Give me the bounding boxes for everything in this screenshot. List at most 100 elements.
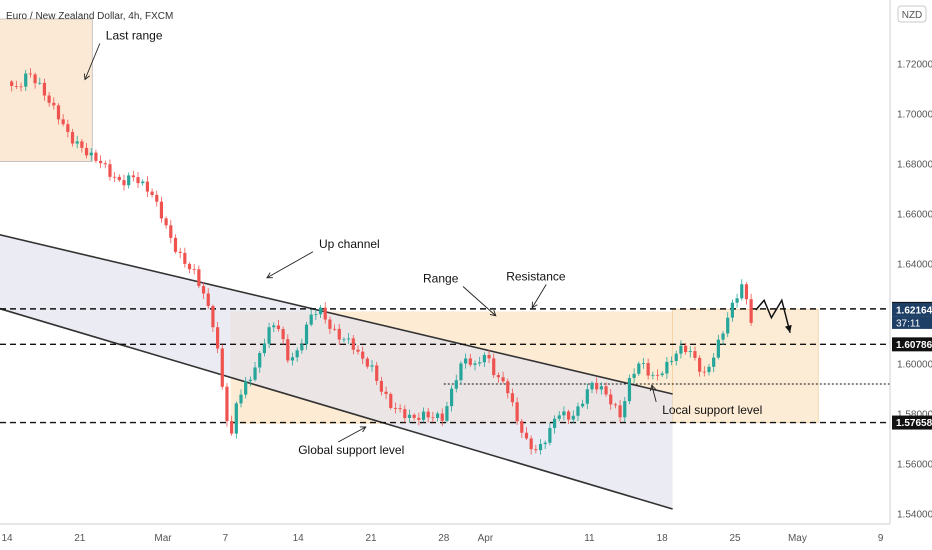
candle-body [216,327,220,349]
levels-layer [0,308,890,424]
candle-body [281,329,285,340]
candle-body [595,382,599,390]
resistance-range-zone [672,308,819,423]
candle-body [567,411,571,420]
candle-body [431,417,435,419]
candle-body [342,339,346,341]
candle-body [197,269,201,287]
candle-body [435,413,440,418]
channel-lower-line [0,307,673,510]
candle-body [529,438,533,450]
candle-body [669,360,674,362]
candle-body [440,413,444,421]
channel-upper-line [0,233,673,395]
candle-body [304,324,309,345]
candle-body [300,344,304,351]
candle-body [632,373,636,378]
candle-body [609,394,613,405]
x-tick-label: 28 [438,533,450,544]
candle-body [113,176,117,178]
candle-body [375,365,379,381]
projection-arrow-head [784,324,792,333]
x-tick-label: 14 [1,533,13,544]
candle-body [272,325,276,328]
candle-body [482,354,486,363]
candle-body [688,351,692,353]
annotation-arrow-3 [531,284,547,308]
y-tick-label: 1.72000 [897,60,932,71]
candle-body [421,411,426,420]
candle-body [379,380,383,392]
candle-body [510,393,515,403]
candle-body [187,263,192,270]
x-tick-label: 18 [657,533,669,544]
candle-body [75,141,79,144]
candle-body [590,382,594,390]
candle-body [665,361,669,374]
candle-body [33,74,37,84]
candle-body [637,363,641,374]
candle-body [178,251,182,253]
candle-body [581,403,585,407]
candle-body [501,377,505,382]
candle-body [744,284,749,300]
candle-body [24,73,28,87]
candle-body [131,175,135,178]
channel-layer [0,233,673,510]
candle-body [295,350,299,358]
annotation-arrow-0 [84,43,101,80]
level-badge-2-label: 1.57658 [896,418,932,429]
candle-body [506,381,510,394]
annotation-arrow-2 [462,286,497,317]
candle-body [253,367,257,380]
candle-body [314,314,318,316]
candle-body [562,411,566,416]
candle-body [660,373,664,376]
candle-body [613,404,617,406]
candle-body [478,362,482,364]
x-tick-label: May [788,533,807,544]
candle-body [651,374,655,376]
candle-body [548,428,552,443]
candle-body [407,414,412,419]
time-axis[interactable]: 14 21 Mar 7 14 21 28 Apr 11 18 25 May 9 [1,533,883,544]
annotation-label-0: Last range [106,29,163,43]
candle-body [571,415,575,420]
candle-body [623,401,627,418]
y-tick-label: 1.58000 [897,410,932,421]
candle-body [47,95,51,103]
candle-body [10,81,14,86]
candle-body [524,432,529,439]
annotations-layer: Last range Up channel Range Resistance Local… [83,29,762,457]
candle-body [19,86,23,88]
candle-body [28,73,32,75]
candle-body [159,201,164,219]
candle-body [679,345,683,354]
candle-body [417,417,421,420]
y-tick-label: 1.70000 [897,110,932,121]
candle-body [150,191,154,195]
currency-box[interactable] [897,5,927,23]
candle-body [487,354,491,359]
price-axis-bg [890,0,932,550]
candle-body [220,348,224,387]
candle-body [169,225,173,238]
x-tick-label: 11 [584,533,595,544]
candle-body [164,218,168,226]
x-tick-label: Mar [154,533,172,544]
candle-body [61,119,65,125]
candle-body [426,411,430,418]
chart-title: Euro / New Zealand Dollar, 4h, FXCM [6,11,173,22]
y-tick-label: 1.66000 [897,210,932,221]
annotation-label-1: Up channel [319,237,380,251]
y-tick-label: 1.68000 [897,160,932,171]
candle-body [309,314,313,325]
annotation-arrow-head-0 [83,73,90,81]
y-tick-label: 1.54000 [897,510,932,521]
annotation-arrow-1 [266,251,314,279]
candle-body [201,286,206,294]
candle-body [557,415,561,419]
candle-body [230,421,234,434]
